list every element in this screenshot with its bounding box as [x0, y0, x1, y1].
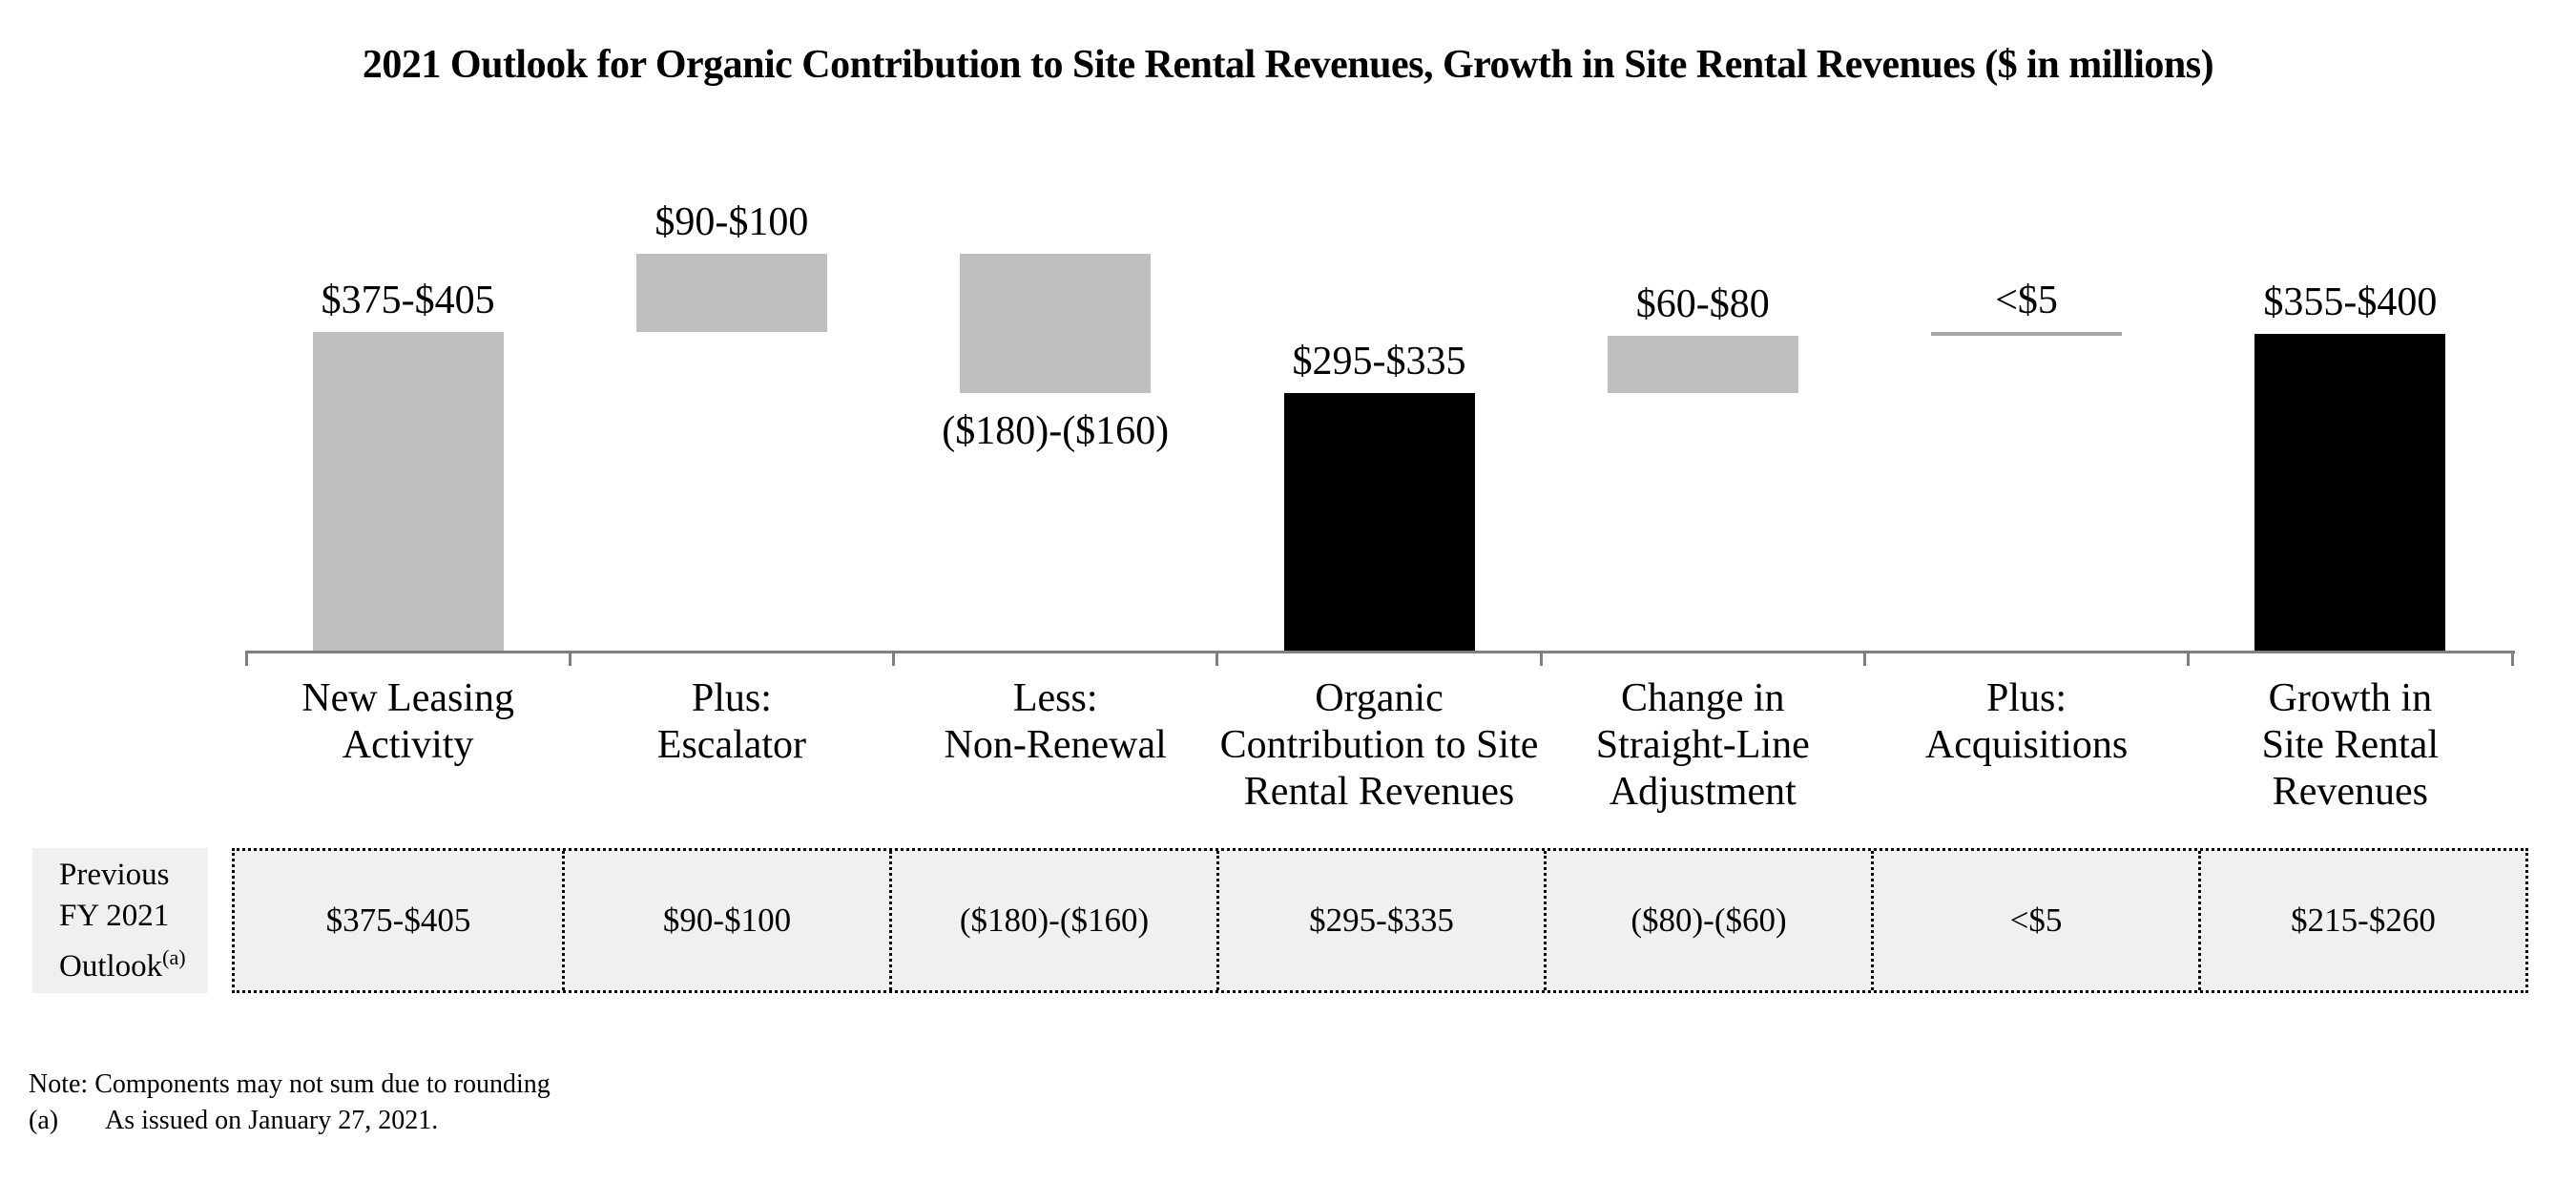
value-label: $90-$100	[654, 200, 809, 245]
value-label: $375-$405	[321, 278, 495, 322]
value-label: $295-$335	[1292, 339, 1466, 383]
outlook-table-cell: ($80)-($60)	[1544, 851, 1871, 990]
row-label-line: FY 2021	[59, 898, 170, 933]
footnote-row: (a) As issued on January 27, 2021.	[29, 1103, 551, 1139]
waterfall-bar	[960, 254, 1152, 393]
footnote-marker: (a)	[29, 1106, 59, 1135]
outlook-table-cell: ($180)-($160)	[889, 851, 1216, 990]
outlook-table-cell: $375-$405	[325, 902, 471, 939]
category-label-line: Organic	[1315, 676, 1444, 720]
waterfall-bar	[2254, 333, 2446, 651]
category-label: Change in Straight-Line Adjustment	[1596, 675, 1810, 816]
category-label: Less: Non-Renewal	[945, 675, 1167, 769]
category-label: Growth in Site Rental Revenues	[2262, 675, 2439, 816]
category-label-line: Adjustment	[1609, 770, 1797, 814]
x-axis-tick	[244, 651, 248, 666]
category-label-line: Revenues	[2272, 770, 2428, 814]
category-label: New Leasing Activity	[301, 675, 514, 769]
chart-notes: Note: Components may not sum due to roun…	[29, 1067, 551, 1139]
value-label: $355-$400	[2263, 280, 2438, 324]
category-label-line: Acquisitions	[1924, 723, 2129, 767]
x-axis-tick	[1539, 651, 1543, 666]
category-label-line: Straight-Line	[1595, 723, 1810, 767]
x-axis-tick	[2510, 651, 2514, 666]
value-label: ($180)-($160)	[942, 408, 1170, 453]
footnote-ref: (a)	[162, 944, 186, 969]
x-axis-tick	[568, 651, 571, 666]
footnote-text: As issued on January 27, 2021.	[105, 1106, 439, 1135]
category-label-line: Plus:	[1986, 676, 2067, 720]
row-label-line: Outlook(a)	[59, 944, 186, 984]
outlook-table-cell: <$5	[1871, 851, 2198, 990]
outlook-table-cell: $215-$260	[2198, 851, 2525, 990]
category-label-line: Activity	[342, 723, 474, 767]
waterfall-bar	[635, 254, 827, 332]
category-label-line: New Leasing	[301, 676, 515, 720]
x-axis-tick	[1862, 651, 1866, 666]
category-label-line: Growth in	[2268, 676, 2433, 720]
rounding-note: Note: Components may not sum due to roun…	[29, 1069, 551, 1099]
x-axis-tick	[1215, 651, 1219, 666]
previous-outlook-table: $375-$405 $90-$100 ($180)-($160) $295-$3…	[232, 848, 2528, 993]
category-label-line: Non-Renewal	[944, 723, 1167, 767]
category-label-line: Plus:	[691, 676, 772, 720]
waterfall-bar	[1283, 392, 1475, 651]
outlook-table-cell: $90-$100	[562, 851, 889, 990]
category-label: Plus: Acquisitions	[1925, 675, 2128, 769]
value-label: <$5	[1995, 278, 2058, 322]
category-label-line: Site Rental	[2261, 723, 2440, 767]
category-label-line: Escalator	[656, 723, 807, 767]
value-label: $60-$80	[1635, 281, 1770, 326]
previous-outlook-row-label: Previous FY 2021 Outlook(a)	[32, 848, 208, 993]
category-label-line: Rental Revenues	[1243, 770, 1515, 814]
row-label-line: Previous	[59, 857, 170, 892]
x-axis-tick	[892, 651, 896, 666]
waterfall-bar	[1607, 335, 1798, 393]
category-label: Plus: Escalator	[657, 675, 806, 769]
category-label-line: Change in	[1621, 676, 1785, 720]
chart-title: 2021 Outlook for Organic Contribution to…	[362, 43, 2214, 87]
x-axis-line	[245, 651, 2515, 653]
x-axis-tick	[2187, 651, 2191, 666]
waterfall-bar-line	[1931, 331, 2123, 336]
category-label-line: Contribution to Site	[1219, 723, 1539, 767]
outlook-table-cell: $295-$335	[1216, 851, 1544, 990]
category-label: Organic Contribution to Site Rental Revenu…	[1220, 675, 1539, 816]
category-label-line: Less:	[1012, 676, 1098, 720]
waterfall-bar	[312, 331, 504, 651]
